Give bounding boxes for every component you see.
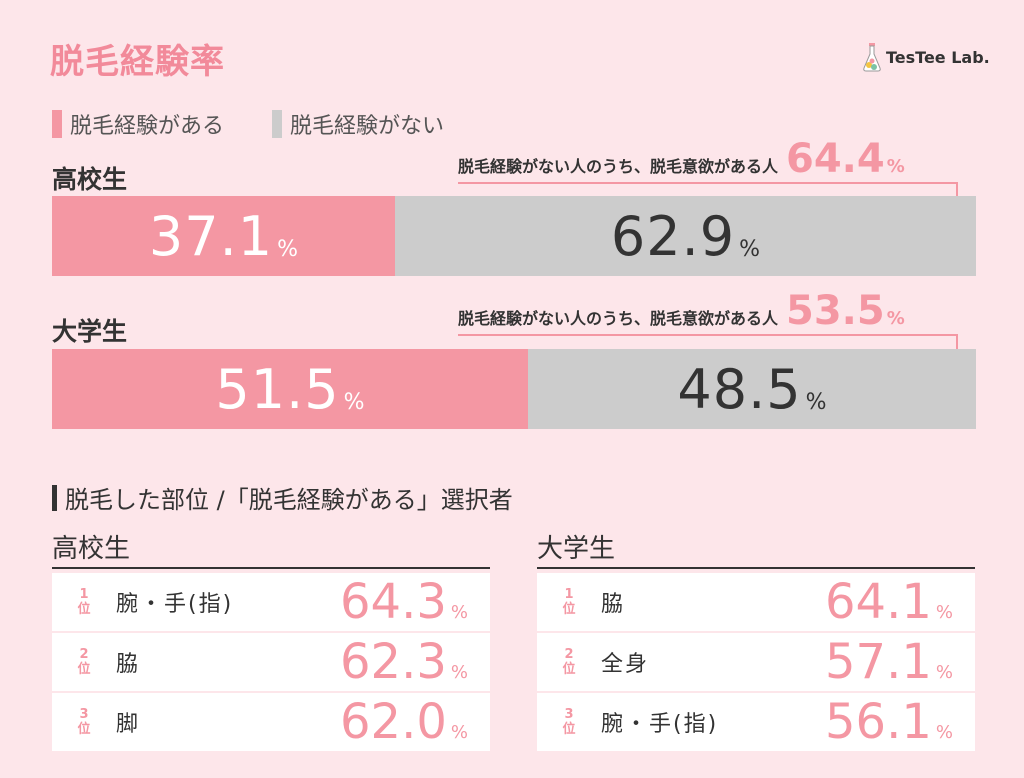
note-unit: % [886, 308, 905, 329]
ranking-title: 脱毛した部位 /「脱毛経験がある」選択者 [52, 480, 513, 515]
bar-value-yes: 51.5 [215, 357, 340, 421]
note-value: 53.5 [786, 288, 885, 334]
bar-segment-yes: 37.1 % [52, 196, 395, 276]
note-unit: % [886, 156, 905, 177]
body-part: 腕・手(指) [601, 712, 719, 737]
note-label: 脱毛経験がない人のうち、脱毛意欲がある人 [458, 309, 779, 328]
rank-value: 56.1 [825, 694, 932, 750]
note-bracket [458, 334, 958, 350]
bar-value-no: 62.9 [610, 204, 736, 268]
rank-unit: % [450, 602, 468, 623]
body-part: 脇 [601, 592, 626, 617]
legend-swatch-yes [52, 110, 62, 138]
column-divider [537, 567, 975, 569]
column-divider [52, 567, 490, 569]
ranking-title-text: 脱毛した部位 /「脱毛経験がある」選択者 [65, 486, 513, 514]
rank-value: 57.1 [825, 634, 932, 690]
legend-label-yes: 脱毛経験がある [70, 114, 225, 139]
bar-unit: % [277, 237, 299, 262]
bar-unit: % [343, 390, 365, 415]
legend-swatch-no [272, 110, 282, 138]
rank-value: 62.0 [340, 694, 447, 750]
note-highschool: 脱毛経験がない人のうち、脱毛意欲がある人 64.4 % [458, 136, 905, 182]
note-label: 脱毛経験がない人のうち、脱毛意欲がある人 [458, 157, 779, 176]
column-title: 高校生 [52, 534, 131, 564]
bar-highschool: 37.1 % 62.9 % [52, 196, 976, 276]
legend-item-no: 脱毛経験がない [272, 108, 444, 140]
body-part: 脚 [116, 712, 141, 737]
body-part: 全身 [601, 652, 650, 677]
note-bracket [458, 182, 958, 198]
rank-unit: % [935, 602, 953, 623]
bar-value-yes: 37.1 [148, 204, 274, 268]
rank-value: 64.1 [825, 574, 932, 630]
rank-unit: % [450, 722, 468, 743]
rank-value: 62.3 [340, 634, 447, 690]
rank-unit: % [935, 722, 953, 743]
ranking-title-marker [52, 484, 57, 511]
group-label-university: 大学生 [52, 317, 128, 346]
body-part: 腕・手(指) [116, 592, 234, 617]
bar-unit: % [739, 237, 761, 262]
rank-unit: % [450, 662, 468, 683]
bar-segment-yes: 51.5 % [52, 349, 528, 429]
bar-value-no: 48.5 [677, 357, 802, 421]
brand-name: TesTee Lab. [886, 47, 990, 67]
bar-segment-no: 48.5 % [528, 349, 976, 429]
brand-logo: TesTee Lab. [862, 42, 990, 72]
rank-value: 64.3 [340, 574, 447, 630]
column-title: 大学生 [537, 534, 616, 564]
legend-label-no: 脱毛経験がない [290, 114, 445, 139]
bar-segment-no: 62.9 % [395, 196, 976, 276]
group-label-highschool: 高校生 [52, 165, 128, 194]
legend-item-yes: 脱毛経験がある [52, 108, 224, 140]
flask-icon [863, 43, 881, 72]
note-value: 64.4 [786, 136, 885, 182]
note-university: 脱毛経験がない人のうち、脱毛意欲がある人 53.5 % [458, 288, 905, 334]
bar-unit: % [805, 390, 827, 415]
page-title: 脱毛経験率 [50, 42, 225, 82]
rank-unit: % [935, 662, 953, 683]
body-part: 脇 [116, 652, 141, 677]
bar-university: 51.5 % 48.5 % [52, 349, 976, 429]
